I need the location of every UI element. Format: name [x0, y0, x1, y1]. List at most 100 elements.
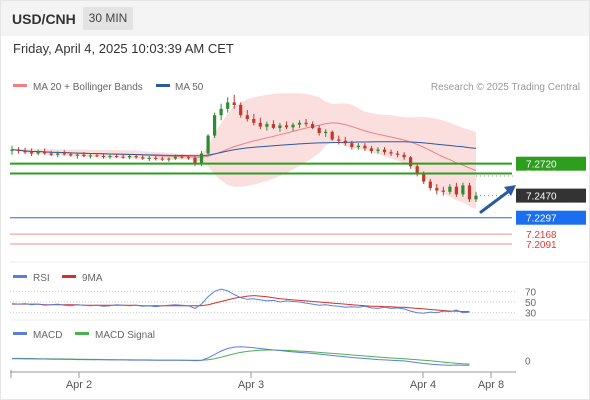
candle-body [88, 155, 92, 157]
candle-body [422, 173, 426, 182]
candle-body [245, 115, 249, 119]
legend-ma50-label: MA 50 [175, 82, 204, 93]
x-axis: Apr 2 Apr 3 Apr 4 Apr 8 [10, 370, 516, 391]
candle-body [82, 154, 86, 156]
candle-body [356, 145, 360, 148]
candle-body [467, 185, 472, 200]
bollinger-band [12, 93, 476, 209]
candle-body [160, 158, 164, 160]
toolbar: USD/CNH 30 MIN [0, 0, 590, 36]
rsi-tick-label: 70 [525, 287, 537, 298]
candle-body [297, 122, 302, 125]
candle-body [199, 153, 204, 164]
legend-rsi-label: RSI [33, 273, 50, 284]
ma50-line [11, 141, 477, 157]
candle-body [62, 153, 66, 155]
legend-swatch-ma20 [13, 84, 27, 87]
level-tag [516, 156, 586, 171]
macd-tick-label: 0 [525, 356, 531, 367]
candle-body [101, 156, 106, 157]
candle-body [454, 186, 458, 195]
resistance-level-label: 7.2720 [526, 160, 557, 171]
legend-swatch-rsi [13, 275, 27, 278]
candle-body [206, 135, 210, 154]
legend-macd-signal-label: MACD Signal [95, 330, 155, 341]
candle-body [350, 143, 354, 147]
candle-body [324, 131, 328, 134]
candle-body [343, 140, 347, 144]
candle-body [154, 157, 158, 159]
x-tick-label: Apr 3 [238, 379, 264, 391]
candle-body [265, 124, 269, 127]
candle-body [461, 185, 465, 195]
candle-body [428, 181, 432, 188]
rsi-tick-label: 30 [525, 309, 537, 320]
candle-body [330, 131, 334, 140]
candle-body [128, 156, 132, 158]
candle-body [219, 108, 223, 116]
legend-rsi-ma-label: 9MA [82, 273, 103, 284]
candle-body [382, 149, 387, 153]
pivot-level-label: 7.2297 [526, 214, 557, 225]
candle-body [108, 156, 112, 157]
candle-body [186, 157, 191, 159]
candle-body [474, 195, 478, 200]
candle-body [43, 151, 47, 154]
macd-line [12, 346, 470, 366]
candle-body [167, 158, 171, 160]
macd-signal-line [12, 349, 470, 365]
candle-body [311, 124, 315, 128]
current-level-label: 7.2470 [526, 192, 557, 203]
candle-body [226, 102, 230, 109]
timeframe-button[interactable]: 30 MIN [83, 7, 133, 30]
candle-body [193, 157, 197, 164]
candle-body [435, 187, 439, 191]
legend-swatch-rsi-ma [62, 275, 76, 278]
legend-swatch-ma50 [156, 84, 170, 87]
candle-body [23, 150, 27, 153]
legend-swatch-macd [13, 332, 27, 335]
candle-body [147, 157, 151, 159]
candle-body [141, 157, 145, 159]
candle-body [402, 154, 406, 158]
candle-body [134, 156, 138, 158]
candle-body [415, 166, 419, 174]
candle-body [10, 149, 14, 151]
macd-panel: 0 [12, 346, 531, 367]
attribution-label: Research © 2025 Trading Central [431, 82, 580, 93]
candle-body [441, 190, 445, 192]
candle-body [180, 156, 184, 158]
candle-body [258, 122, 262, 127]
candle-body [49, 153, 53, 155]
candle-body [376, 149, 380, 151]
x-tick-label: Apr 8 [478, 379, 504, 391]
forecast-arrowhead [504, 185, 516, 196]
candle-body [409, 157, 413, 167]
forecast-arrow [479, 189, 511, 214]
candle-body [284, 125, 289, 128]
level-tag [516, 210, 586, 225]
candle-body [363, 145, 367, 149]
candle-body [271, 124, 275, 128]
legend-macd-label: MACD [33, 330, 62, 341]
candle-body [317, 127, 321, 133]
support-level-label: 7.2168 [526, 230, 557, 241]
rsi-tick-label: 50 [525, 298, 537, 309]
rsi-line [11, 288, 470, 314]
legend-ma20-label: MA 20 + Bollinger Bands [33, 82, 143, 93]
candle-body [95, 155, 99, 157]
candle-body [173, 156, 177, 159]
level-tag [516, 188, 586, 203]
candle-body [369, 148, 373, 151]
candle-body [115, 156, 119, 157]
candle-body [56, 153, 60, 155]
resistance-level-label: 7.2643 [526, 170, 557, 181]
candle-body [252, 119, 256, 123]
candle-body [448, 186, 452, 192]
candle-body [337, 139, 341, 141]
datetime-label: Friday, April 4, 2025 10:03:39 AM CET [13, 41, 234, 56]
candle-body [239, 104, 243, 116]
